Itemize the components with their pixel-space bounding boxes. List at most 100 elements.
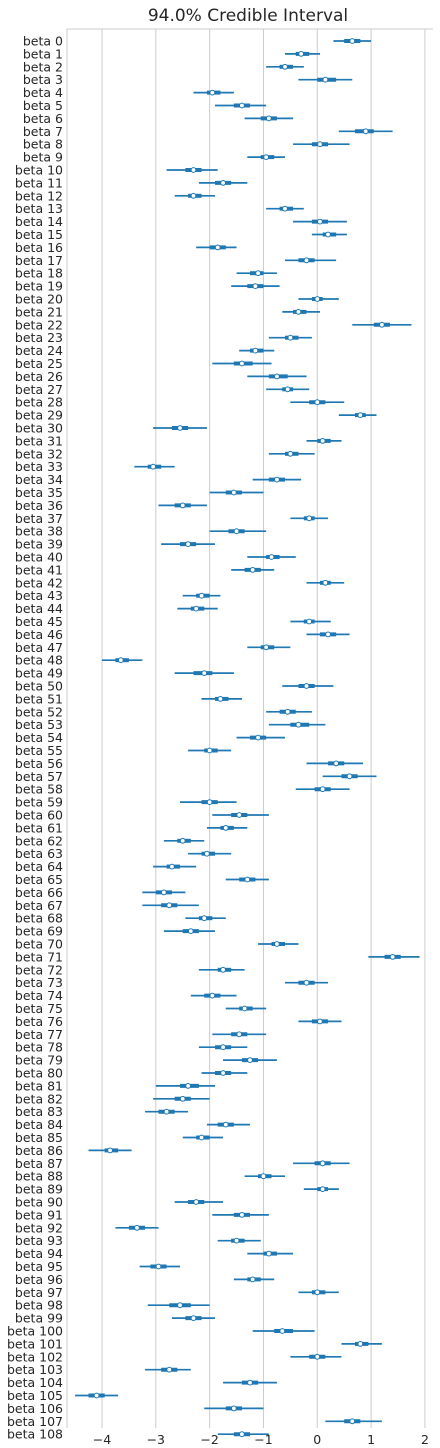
parameter-label: beta 60	[15, 808, 63, 823]
parameter-label: beta 59	[15, 795, 63, 810]
parameter-label: beta 8	[23, 137, 63, 152]
median-point	[185, 541, 192, 547]
parameter-label: beta 57	[15, 769, 63, 784]
parameter-label: beta 104	[7, 1375, 63, 1390]
median-point	[295, 309, 302, 315]
median-point	[241, 1005, 248, 1012]
median-point	[263, 154, 270, 161]
parameter-label: beta 69	[15, 924, 63, 939]
median-point	[346, 773, 353, 780]
median-point	[255, 270, 261, 277]
median-point	[201, 915, 208, 922]
median-point	[306, 618, 313, 625]
parameter-label: beta 58	[15, 782, 63, 797]
median-point	[169, 863, 175, 870]
parameter-label: beta 15	[15, 227, 63, 242]
parameter-label: beta 67	[15, 898, 63, 913]
median-point	[252, 283, 259, 290]
parameter-label: beta 20	[15, 292, 63, 307]
x-tick-label: −3	[147, 1432, 165, 1447]
parameter-label: beta 81	[15, 1078, 63, 1093]
median-point	[185, 1083, 192, 1089]
parameter-label: beta 7	[23, 124, 63, 139]
parameter-label: beta 91	[15, 1207, 63, 1222]
median-point	[325, 231, 331, 238]
median-point	[117, 657, 124, 664]
parameter-label: beta 107	[7, 1414, 63, 1429]
parameter-label: beta 49	[15, 666, 63, 681]
median-point	[220, 180, 226, 186]
median-point	[317, 141, 323, 148]
median-point	[204, 850, 210, 857]
median-point	[317, 218, 323, 225]
parameter-label: beta 23	[15, 330, 63, 345]
parameter-label: beta 101	[7, 1336, 63, 1351]
median-point	[349, 38, 356, 44]
gridlines	[101, 29, 426, 1428]
median-point	[93, 1392, 100, 1399]
median-point	[107, 1147, 113, 1154]
parameter-label: beta 96	[15, 1272, 63, 1287]
parameter-label: beta 78	[15, 1040, 63, 1055]
median-point	[249, 567, 256, 573]
parameter-label: beta 87	[15, 1156, 63, 1171]
parameter-label: beta 24	[15, 343, 63, 358]
median-point	[209, 89, 216, 96]
parameter-label: beta 25	[15, 356, 63, 371]
x-tick-label: 1	[367, 1432, 375, 1447]
parameter-label: beta 26	[15, 369, 63, 384]
median-point	[349, 1418, 356, 1425]
median-point	[263, 644, 270, 651]
median-point	[295, 721, 302, 728]
parameter-label: beta 52	[15, 704, 63, 719]
parameter-label: beta 31	[15, 433, 63, 448]
parameter-label: beta 63	[15, 846, 63, 861]
parameter-label: beta 79	[15, 1053, 63, 1068]
parameter-label: beta 12	[15, 188, 63, 203]
median-point	[389, 954, 396, 960]
median-point	[201, 670, 208, 676]
median-point	[179, 1095, 186, 1102]
parameter-label: beta 103	[7, 1362, 63, 1377]
parameter-label: beta 61	[15, 820, 63, 835]
median-point	[220, 1044, 226, 1051]
parameter-label: beta 71	[15, 949, 63, 964]
parameter-label: beta 73	[15, 975, 63, 990]
parameter-label: beta 55	[15, 743, 63, 758]
parameter-label: beta 62	[15, 833, 63, 848]
median-point	[222, 825, 229, 831]
median-point	[255, 734, 261, 741]
median-point	[303, 683, 310, 689]
x-axis-ticks: −4 −3 −2 −1 0 1 2	[93, 1432, 429, 1447]
x-tick-label: 2	[421, 1432, 429, 1447]
median-point	[236, 812, 243, 818]
parameter-label: beta 56	[15, 756, 63, 771]
parameter-label: beta 28	[15, 395, 63, 410]
median-point	[274, 476, 280, 483]
parameter-label: beta 4	[23, 85, 63, 100]
parameter-label: beta 70	[15, 937, 63, 952]
parameter-label: beta 30	[15, 421, 63, 436]
median-point	[220, 1070, 226, 1076]
parameter-label: beta 80	[15, 1066, 63, 1081]
median-point	[190, 167, 197, 173]
median-point	[236, 1031, 243, 1038]
parameter-label: beta 22	[15, 317, 63, 332]
parameter-label: beta 82	[15, 1091, 63, 1106]
parameter-label: beta 51	[15, 691, 63, 706]
parameter-label: beta 32	[15, 446, 63, 461]
median-point	[274, 941, 280, 947]
median-point	[214, 244, 221, 251]
parameter-label: beta 50	[15, 679, 63, 694]
median-point	[239, 1431, 245, 1438]
median-point	[239, 360, 245, 367]
parameter-label: beta 102	[7, 1349, 63, 1364]
median-point	[317, 1018, 323, 1025]
parameter-label: beta 97	[15, 1285, 63, 1300]
parameter-label: beta 9	[23, 150, 63, 165]
median-point	[314, 296, 321, 302]
x-tick-label: 0	[313, 1432, 321, 1447]
median-point	[233, 1237, 240, 1244]
parameter-label: beta 105	[7, 1388, 63, 1403]
median-point	[239, 102, 245, 109]
